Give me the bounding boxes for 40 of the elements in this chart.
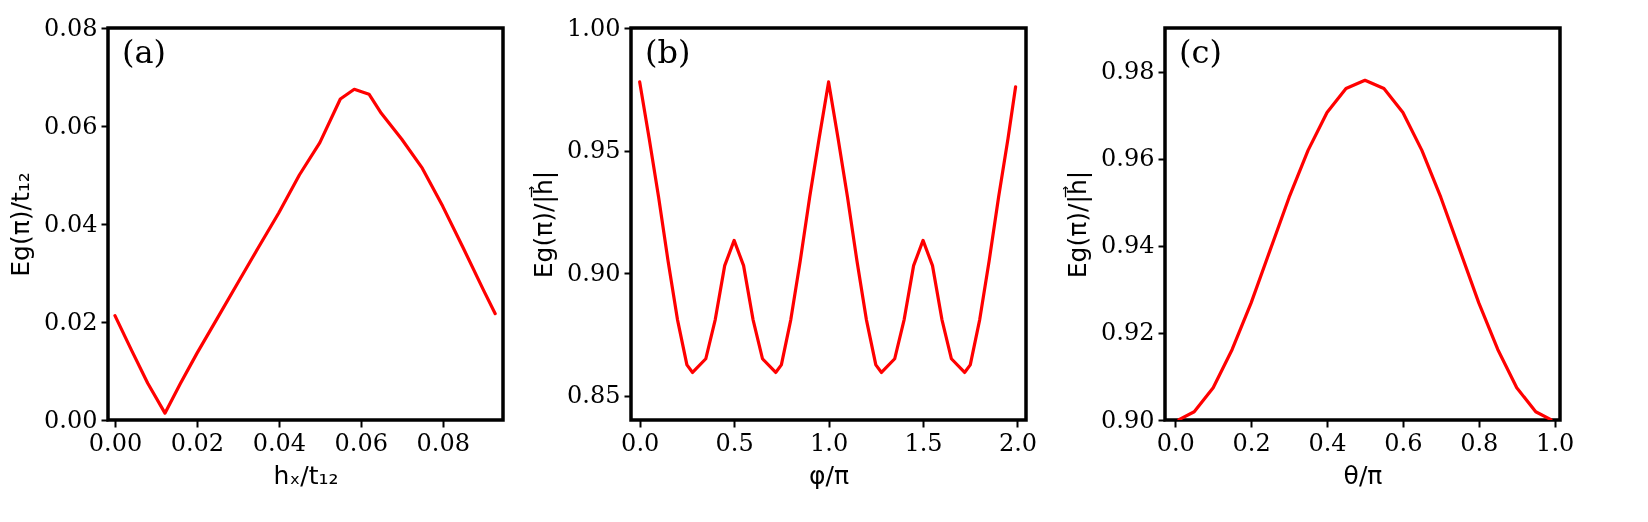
y-tick-label: 0.92: [1101, 318, 1155, 347]
annotation: (b): [645, 33, 691, 71]
x-tick-label: 0.0: [1156, 428, 1195, 457]
y-tick-label: 0.90: [1101, 405, 1155, 434]
annotation: (c): [1179, 33, 1222, 71]
y-tick-label: 1.00: [567, 13, 621, 42]
x-tick-label: 0.08: [416, 428, 470, 457]
x-tick-label: 0.8: [1460, 428, 1499, 457]
x-tick-label: 1.5: [904, 428, 943, 457]
y-tick-label: 0.98: [1101, 57, 1155, 86]
line-series: [113, 87, 497, 415]
x-axis-title: hₓ/t₁₂: [273, 460, 339, 490]
y-tick-label: 0.96: [1101, 144, 1155, 173]
x-axis-title: θ/π: [1343, 460, 1383, 490]
y-tick-label: 0.94: [1101, 231, 1155, 260]
x-tick-label: 0.2: [1232, 428, 1271, 457]
line-series: [1177, 78, 1553, 420]
x-tick-label: 0.04: [252, 428, 307, 457]
x-tick-label: 0.6: [1384, 428, 1423, 457]
x-tick-label: 0.02: [170, 428, 225, 457]
y-tick-label: 0.04: [44, 209, 98, 238]
y-tick-label: 0.95: [567, 136, 621, 164]
y-axis-title: Eg(π)/|h⃗|: [528, 170, 559, 279]
x-tick-label: 0.06: [334, 428, 389, 457]
y-tick-label: 0.08: [44, 13, 98, 42]
x-tick-label: 1.0: [810, 428, 849, 457]
x-tick-label: 0.5: [715, 428, 754, 457]
x-tick-label: 2.0: [998, 428, 1038, 457]
y-tick-label: 0.90: [567, 258, 621, 287]
x-tick-label: 1.0: [1536, 428, 1575, 457]
y-axis-title: Eg(π)/|h⃗|: [1062, 170, 1093, 279]
line-series: [638, 80, 1018, 375]
annotation: (a): [122, 33, 167, 71]
y-tick-label: 0.85: [567, 381, 621, 409]
x-axis-title: φ/π: [809, 460, 849, 490]
x-tick-label: 0.0: [621, 428, 660, 457]
y-tick-label: 0.02: [44, 307, 98, 336]
x-tick-label: 0.4: [1308, 428, 1347, 457]
y-tick-label: 0.06: [44, 111, 98, 140]
y-axis-title: Eg(π)/t₁₂: [6, 172, 36, 277]
